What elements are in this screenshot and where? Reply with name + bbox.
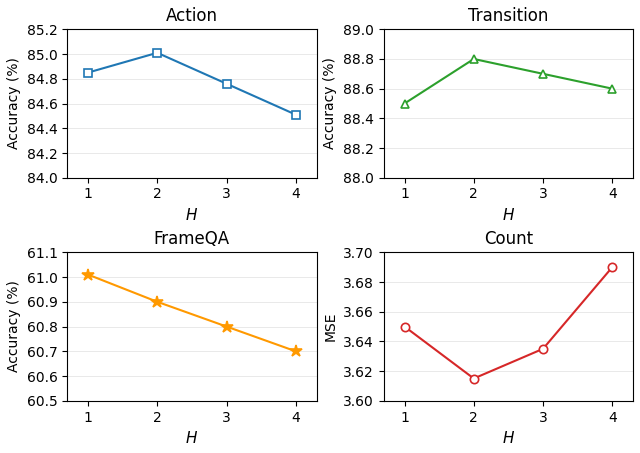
Title: FrameQA: FrameQA — [154, 230, 230, 248]
Y-axis label: Accuracy (%): Accuracy (%) — [7, 280, 21, 372]
X-axis label: $H$: $H$ — [186, 430, 198, 446]
Title: Count: Count — [484, 230, 533, 248]
X-axis label: $H$: $H$ — [502, 430, 515, 446]
Y-axis label: MSE: MSE — [324, 312, 337, 341]
Y-axis label: Accuracy (%): Accuracy (%) — [323, 58, 337, 149]
Title: Transition: Transition — [468, 7, 548, 25]
Title: Action: Action — [166, 7, 218, 25]
X-axis label: $H$: $H$ — [502, 207, 515, 223]
X-axis label: $H$: $H$ — [186, 207, 198, 223]
Y-axis label: Accuracy (%): Accuracy (%) — [7, 58, 21, 149]
